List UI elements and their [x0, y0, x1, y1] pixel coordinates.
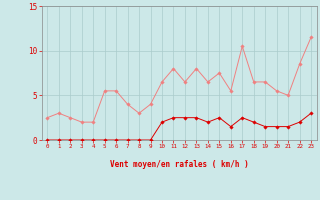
X-axis label: Vent moyen/en rafales ( km/h ): Vent moyen/en rafales ( km/h ) [110, 160, 249, 169]
